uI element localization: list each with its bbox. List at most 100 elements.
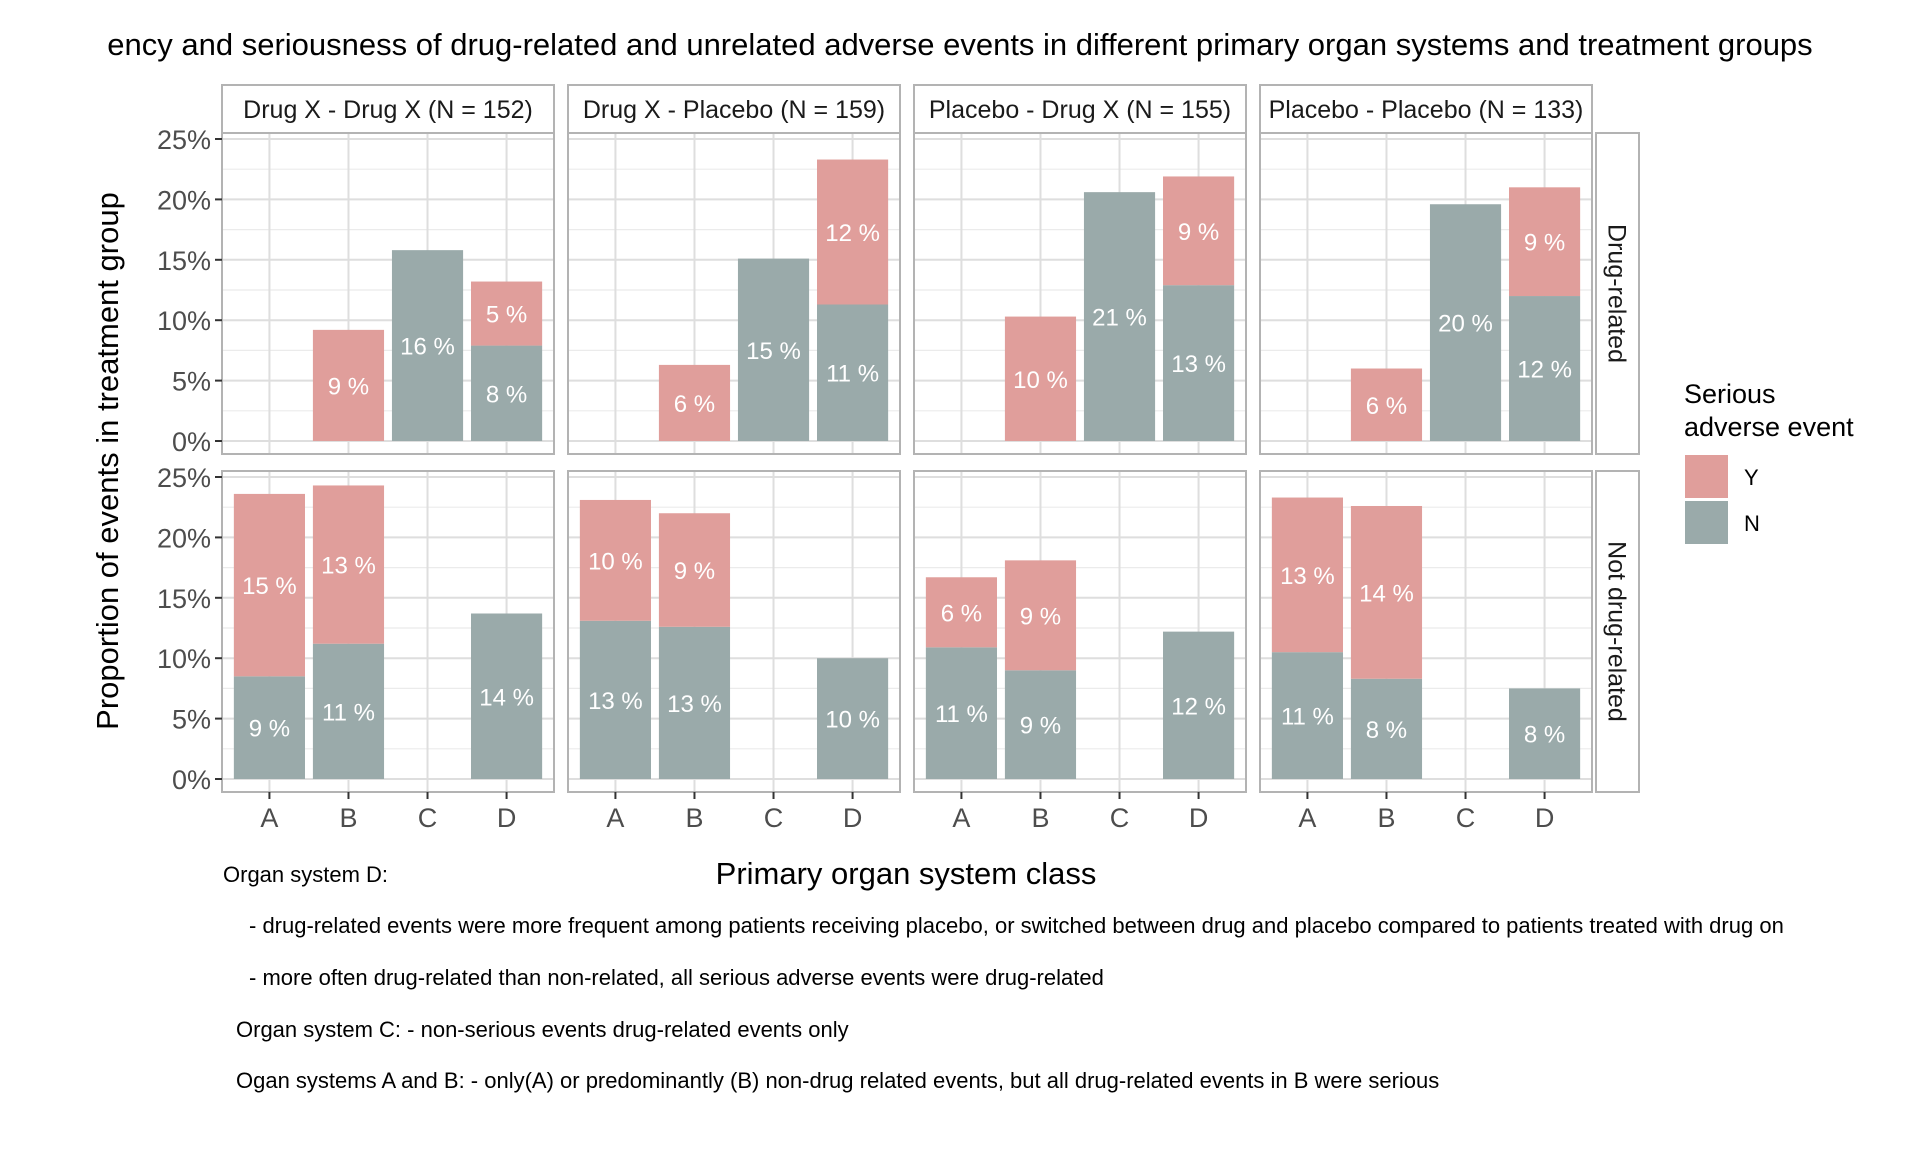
bar-segment-y-D	[1163, 176, 1235, 286]
bar-label-y-B: 9 %	[328, 373, 369, 400]
bar-label-n-D: 8 %	[486, 381, 527, 408]
bar-label-n-D: 8 %	[1524, 722, 1565, 749]
chart-title: ency and seriousness of drug-related and…	[107, 27, 1812, 62]
y-tick-label: 15%	[157, 584, 211, 614]
bar-segment-y-A	[579, 499, 651, 621]
annotation-organ-d-line1: - drug-related events were more frequent…	[249, 913, 1784, 938]
bar-label-n-D: 12 %	[1517, 357, 1572, 384]
bar-segment-y-D	[817, 159, 889, 305]
row-strip-label: Drug-related	[1603, 224, 1631, 363]
bar-label-y-A: 15 %	[242, 573, 297, 600]
y-tick-label: 0%	[172, 765, 211, 795]
column-strip-box	[567, 84, 901, 134]
column-strips: Drug X - Drug X (N = 152) Drug X - Placeb…	[221, 84, 1593, 134]
bar-segment-y-B	[1350, 368, 1423, 441]
x-tick-label: C	[418, 803, 438, 833]
x-tick-label: C	[1456, 803, 1476, 833]
y-tick-label: 25%	[157, 463, 211, 493]
legend-swatch-y	[1685, 455, 1728, 498]
panel-0-3: 6 % 20 % 12 % 9 %	[1259, 132, 1593, 455]
bar-label-n-C: 20 %	[1438, 311, 1493, 338]
bar-segment-n-D	[471, 345, 543, 441]
panel-1-2: 11 % 6 % 9 % 9 % 12 %	[913, 470, 1247, 793]
bar-segment-n-C	[1083, 192, 1156, 441]
bar-segment-n-C	[737, 258, 810, 441]
panel-border	[913, 470, 1247, 793]
bar-label-n-D: 14 %	[479, 684, 534, 711]
panel-0-0: 9 % 16 % 8 % 5 %	[221, 132, 555, 455]
panel-1-0: 9 % 15 % 11 % 13 % 14 %	[221, 470, 555, 793]
bar-segment-n-D	[1163, 631, 1235, 779]
x-tick-label: C	[1110, 803, 1130, 833]
bar-label-y-B: 13 %	[321, 553, 376, 580]
x-tick-label: B	[685, 803, 703, 833]
y-tick-label: 5%	[172, 367, 211, 397]
bar-label-n-D: 13 %	[1171, 351, 1226, 378]
x-axis-title: Primary organ system class	[716, 856, 1097, 891]
bar-segment-y-B	[658, 513, 731, 627]
bar-segment-y-B	[1350, 505, 1423, 679]
bar-label-n-D: 10 %	[825, 707, 880, 734]
bar-label-y-B: 14 %	[1359, 580, 1414, 607]
row-strip-box	[1595, 132, 1640, 455]
facet-panels: 9 % 16 % 8 % 5 % 6 % 15 % 11 % 12 % 10 % 21 % 13 %…	[221, 132, 1593, 793]
bar-segment-n-A	[925, 647, 997, 779]
x-tick-label: D	[497, 803, 517, 833]
bar-segment-n-D	[1509, 296, 1581, 441]
bar-label-y-A: 10 %	[588, 548, 643, 575]
bar-label-n-B: 8 %	[1366, 717, 1407, 744]
bar-segment-y-B	[658, 364, 731, 441]
panel-0-1: 6 % 15 % 11 % 12 %	[567, 132, 901, 455]
x-tick-label: B	[1377, 803, 1395, 833]
bar-label-y-A: 13 %	[1280, 563, 1335, 590]
bar-label-n-D: 12 %	[1171, 693, 1226, 720]
panel-border	[567, 470, 901, 793]
bar-segment-n-D	[1509, 688, 1581, 779]
bar-label-n-A: 11 %	[1281, 704, 1334, 731]
y-axes: 0% 5% 10% 15% 20% 25% 0% 5% 10% 15% 20% 25%	[157, 125, 222, 795]
bar-label-y-D: 12 %	[825, 220, 880, 247]
bar-label-n-C: 15 %	[746, 338, 801, 365]
bar-label-n-B: 13 %	[667, 691, 722, 718]
bar-segment-n-B	[312, 643, 385, 779]
bar-segment-n-A	[233, 676, 305, 779]
legend-label-y: Y	[1744, 465, 1759, 490]
annotation-organ-a-b: Ogan systems A and B: - only(A) or predo…	[236, 1068, 1439, 1093]
y-tick-label: 10%	[157, 644, 211, 674]
column-strip-label: Placebo - Drug X (N = 155)	[929, 96, 1231, 124]
annotation-organ-d-heading: Organ system D:	[223, 862, 388, 887]
bar-label-y-B: 9 %	[674, 558, 715, 585]
y-tick-label: 10%	[157, 306, 211, 336]
annotations: Organ system D: - drug-related events we…	[223, 862, 1784, 1093]
bar-segment-y-B	[312, 485, 385, 644]
panel-border	[221, 470, 555, 793]
y-axis-title: Proportion of events in treatment group	[90, 192, 125, 730]
bar-segment-y-A	[925, 577, 997, 648]
x-tick-label: A	[952, 803, 970, 833]
bar-segment-n-D	[471, 613, 543, 779]
bar-segment-n-B	[658, 626, 731, 779]
bar-label-y-B: 9 %	[1020, 603, 1061, 630]
y-tick-label: 0%	[172, 427, 211, 457]
bar-label-y-D: 5 %	[486, 302, 527, 329]
bar-segment-y-A	[233, 493, 305, 677]
bar-segment-n-C	[391, 250, 464, 441]
bar-label-y-A: 6 %	[941, 600, 982, 627]
column-strip-box	[221, 84, 555, 134]
bar-label-n-A: 13 %	[588, 688, 643, 715]
y-tick-label: 5%	[172, 705, 211, 735]
column-strip-box	[1259, 84, 1593, 134]
legend: Serious adverse event Y N	[1684, 379, 1854, 544]
x-tick-label: C	[764, 803, 784, 833]
bar-label-y-B: 6 %	[674, 391, 715, 418]
legend-label-n: N	[1744, 511, 1760, 536]
bar-label-y-D: 9 %	[1524, 230, 1565, 257]
bar-label-y-B: 10 %	[1013, 367, 1068, 394]
panel-1-3: 11 % 13 % 8 % 14 % 8 %	[1259, 470, 1593, 793]
bar-segment-y-D	[471, 281, 543, 346]
bar-segment-n-A	[579, 620, 651, 779]
bar-segment-n-B	[1004, 670, 1077, 779]
bar-segment-n-D	[817, 304, 889, 441]
bar-label-n-B: 11 %	[322, 699, 375, 726]
